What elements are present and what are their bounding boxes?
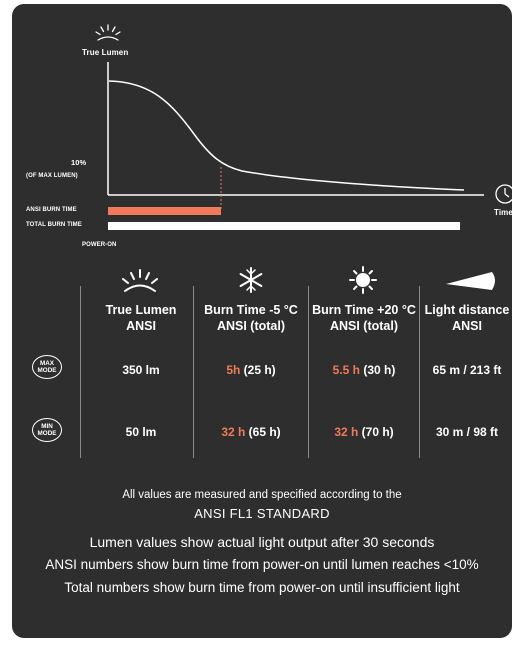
min-distance-value: 30 m / 98 ft — [435, 425, 499, 439]
max-mode-badge: MAX MODE — [32, 355, 62, 379]
warm-total-value: (30 h) — [363, 363, 396, 377]
ten-percent-sublabel: (OF MAX LUMEN) — [26, 173, 78, 179]
footer-lumen-note: Lumen values show actual light output af… — [89, 534, 435, 550]
power-on-label: POWER-ON — [82, 242, 117, 248]
burn-time-chart — [95, 24, 512, 230]
spec-card: True Lumen 10% (OF MAX LUMEN) Time ANSI … — [12, 4, 512, 638]
header-line2: ANSI — [452, 319, 482, 333]
cold-ansi-value: 5h — [226, 363, 241, 377]
footer-standard: ANSI FL1 STANDARD — [194, 506, 330, 521]
header-true-lumen: True Lumen ANSI — [98, 302, 184, 334]
column-divider — [80, 286, 81, 458]
min-lumen-value: 50 lm — [125, 425, 157, 439]
mode-line2: MODE — [37, 430, 57, 437]
y-axis-label: True Lumen — [82, 48, 129, 57]
ten-percent-label: 10% — [71, 158, 87, 167]
cold-total-value: (25 h) — [243, 363, 276, 377]
header-line1: Burn Time -5 °C — [204, 303, 298, 317]
column-divider — [419, 286, 420, 458]
sun-rays-icon — [122, 269, 158, 292]
header-line1: True Lumen — [105, 303, 177, 317]
lumen-rays-icon — [95, 24, 121, 41]
header-line2: ANSI (total) — [329, 319, 399, 333]
header-line2: ANSI — [126, 319, 156, 333]
lumen-curve — [108, 80, 465, 191]
header-icons — [122, 266, 495, 294]
header-burn-warm: Burn Time +20 °C ANSI (total) — [308, 302, 420, 334]
min-warm-burn: 32 h (70 h) — [308, 425, 420, 439]
warm-ansi-value: 5.5 h — [332, 363, 360, 377]
footer-ansi-note: ANSI numbers show burn time from power-o… — [45, 557, 479, 572]
min-cold-burn: 32 h (65 h) — [193, 425, 309, 439]
footer-intro: All values are measured and specified ac… — [122, 489, 402, 501]
beam-icon — [446, 272, 495, 290]
header-light-distance: Light distance ANSI — [419, 302, 512, 334]
snowflake-icon — [239, 267, 263, 293]
header-burn-cold: Burn Time -5 °C ANSI (total) — [193, 302, 309, 334]
header-line1: Light distance — [424, 303, 510, 317]
sun-icon — [349, 266, 377, 294]
min-mode-badge: MIN MODE — [32, 418, 62, 442]
footer-total-note: Total numbers show burn time from power-… — [64, 580, 460, 595]
cold-ansi-value: 32 h — [221, 425, 246, 439]
cold-total-value: (65 h) — [248, 425, 281, 439]
max-distance-value: 65 m / 213 ft — [432, 363, 502, 377]
clock-icon — [495, 184, 512, 204]
max-lumen-value: 350 lm — [122, 363, 160, 377]
warm-total-value: (70 h) — [361, 425, 394, 439]
column-divider — [193, 286, 194, 458]
header-line1: Burn Time +20 °C — [312, 303, 416, 317]
total-burn-bar — [108, 222, 460, 230]
ansi-bar-label: ANSI BURN TIME — [26, 207, 77, 213]
ansi-burn-bar — [108, 207, 221, 215]
mode-line1: MIN — [41, 423, 53, 430]
mode-line1: MAX — [40, 360, 54, 367]
x-axis-label: Time — [494, 208, 512, 217]
header-line2: ANSI (total) — [216, 319, 286, 333]
total-bar-label: TOTAL BURN TIME — [26, 222, 82, 228]
column-divider — [308, 286, 309, 458]
max-warm-burn: 5.5 h (30 h) — [308, 363, 420, 377]
max-cold-burn: 5h (25 h) — [193, 363, 309, 377]
warm-ansi-value: 32 h — [334, 425, 359, 439]
mode-line2: MODE — [37, 367, 57, 374]
